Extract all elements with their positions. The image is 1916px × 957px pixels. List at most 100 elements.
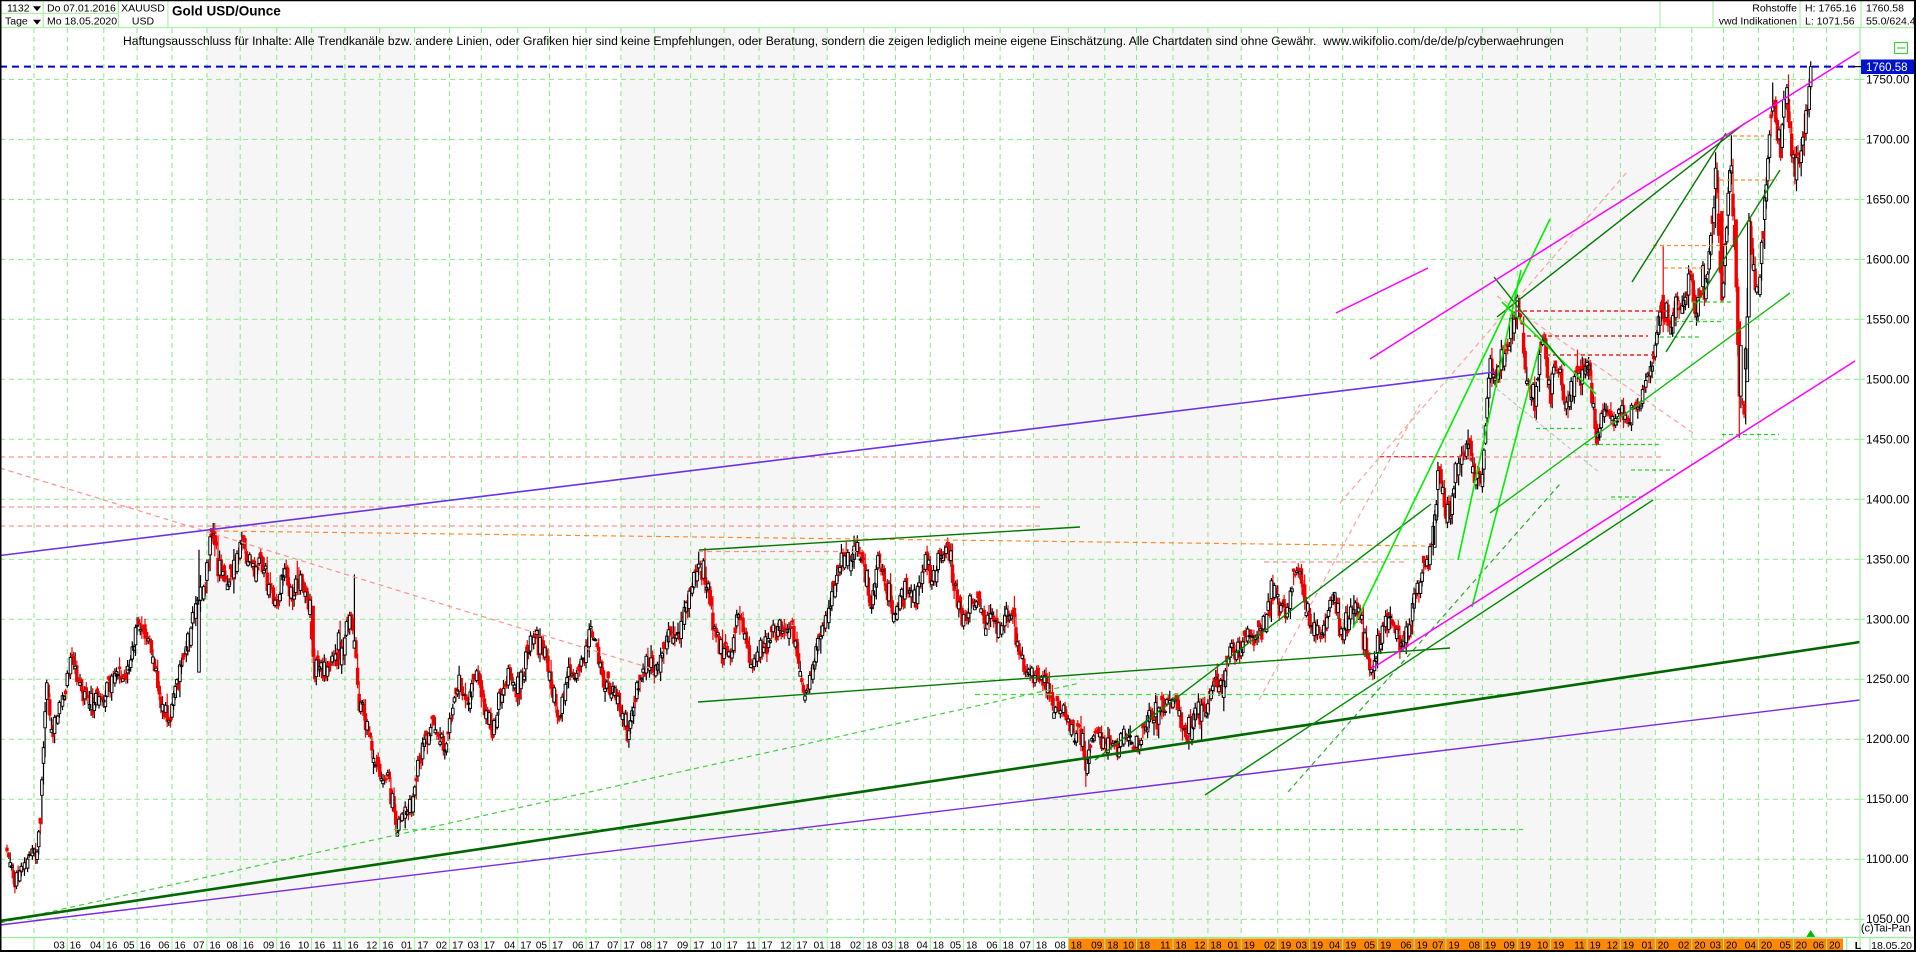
svg-text:07: 07 — [1020, 941, 1032, 952]
svg-text:L: L — [1855, 940, 1862, 952]
svg-text:08: 08 — [227, 941, 239, 952]
svg-text:09: 09 — [263, 941, 275, 952]
svg-text:1760.58: 1760.58 — [1866, 2, 1904, 14]
svg-text:1050.00: 1050.00 — [1866, 912, 1910, 926]
svg-text:1650.00: 1650.00 — [1866, 192, 1910, 206]
svg-text:03: 03 — [1710, 941, 1722, 952]
svg-text:H: 1765.16: H: 1765.16 — [1805, 2, 1857, 14]
svg-text:18.05.20: 18.05.20 — [1871, 940, 1912, 952]
svg-text:18: 18 — [1139, 941, 1151, 952]
svg-text:19: 19 — [1623, 941, 1635, 952]
svg-text:05: 05 — [1780, 941, 1792, 952]
svg-text:03: 03 — [1296, 941, 1308, 952]
svg-text:17: 17 — [796, 941, 808, 952]
svg-text:07: 07 — [1432, 941, 1444, 952]
svg-text:20: 20 — [1796, 941, 1808, 952]
svg-text:L: 1071.56: L: 1071.56 — [1805, 15, 1855, 27]
svg-text:19: 19 — [1485, 941, 1497, 952]
svg-text:19: 19 — [1380, 941, 1392, 952]
svg-text:19: 19 — [1520, 941, 1532, 952]
svg-text:17: 17 — [552, 941, 564, 952]
svg-text:20: 20 — [1761, 941, 1773, 952]
svg-text:04: 04 — [1329, 941, 1341, 952]
svg-text:17: 17 — [657, 941, 669, 952]
svg-text:18: 18 — [933, 941, 945, 952]
svg-text:19: 19 — [1345, 941, 1357, 952]
svg-text:1760.58: 1760.58 — [1866, 62, 1908, 74]
svg-text:03: 03 — [468, 941, 480, 952]
svg-text:10: 10 — [1537, 941, 1549, 952]
svg-text:02: 02 — [436, 941, 448, 952]
svg-text:10: 10 — [1123, 941, 1135, 952]
svg-text:Mo 18.05.2020: Mo 18.05.2020 — [47, 15, 117, 27]
svg-text:04: 04 — [1745, 941, 1757, 952]
svg-text:16: 16 — [243, 941, 255, 952]
svg-text:1500.00: 1500.00 — [1866, 372, 1910, 386]
svg-text:19: 19 — [1553, 941, 1565, 952]
svg-text:11: 11 — [332, 941, 343, 952]
svg-text:20: 20 — [1694, 941, 1706, 952]
svg-text:16: 16 — [279, 941, 291, 952]
svg-text:06: 06 — [158, 941, 170, 952]
svg-text:16: 16 — [209, 941, 221, 952]
svg-text:05: 05 — [123, 941, 135, 952]
svg-text:16: 16 — [140, 941, 152, 952]
svg-text:1750.00: 1750.00 — [1866, 72, 1910, 86]
svg-text:07: 07 — [193, 941, 205, 952]
svg-text:18: 18 — [1036, 941, 1048, 952]
svg-text:16: 16 — [175, 941, 187, 952]
svg-text:06: 06 — [1400, 941, 1412, 952]
svg-text:18: 18 — [1071, 941, 1083, 952]
svg-text:11: 11 — [1574, 941, 1585, 952]
svg-text:05: 05 — [1364, 941, 1376, 952]
svg-text:19: 19 — [1280, 941, 1292, 952]
svg-text:USD: USD — [132, 15, 155, 27]
svg-text:18: 18 — [966, 941, 978, 952]
svg-text:06: 06 — [986, 941, 998, 952]
svg-text:17: 17 — [762, 941, 774, 952]
svg-text:09: 09 — [1504, 941, 1516, 952]
svg-text:01: 01 — [1642, 941, 1654, 952]
svg-text:03: 03 — [882, 941, 894, 952]
svg-text:10: 10 — [298, 941, 310, 952]
svg-text:1600.00: 1600.00 — [1866, 252, 1910, 266]
svg-text:18: 18 — [1176, 941, 1188, 952]
svg-text:04: 04 — [504, 941, 516, 952]
svg-text:12: 12 — [780, 941, 792, 952]
svg-text:11: 11 — [1160, 941, 1171, 952]
svg-text:19: 19 — [1312, 941, 1324, 952]
svg-text:02: 02 — [1264, 941, 1276, 952]
svg-text:04: 04 — [90, 941, 102, 952]
svg-text:08: 08 — [641, 941, 653, 952]
svg-text:12: 12 — [1607, 941, 1619, 952]
svg-text:Haftungsausschluss für Inhalte: Haftungsausschluss für Inhalte: Alle Tre… — [123, 34, 1564, 48]
svg-text:19: 19 — [1244, 941, 1256, 952]
svg-text:10: 10 — [710, 941, 722, 952]
svg-text:17: 17 — [693, 941, 705, 952]
svg-text:19: 19 — [1448, 941, 1460, 952]
svg-text:20: 20 — [1829, 941, 1841, 952]
svg-text:09: 09 — [1091, 941, 1103, 952]
svg-text:17: 17 — [623, 941, 635, 952]
svg-text:16: 16 — [382, 941, 394, 952]
svg-text:55.0/624.4: 55.0/624.4 — [1866, 15, 1916, 27]
svg-text:1700.00: 1700.00 — [1866, 132, 1910, 146]
svg-text:09: 09 — [677, 941, 689, 952]
svg-text:18: 18 — [1003, 941, 1015, 952]
svg-text:12: 12 — [366, 941, 378, 952]
svg-text:18: 18 — [1107, 941, 1119, 952]
svg-text:08: 08 — [1055, 941, 1067, 952]
svg-text:02: 02 — [850, 941, 862, 952]
svg-text:17: 17 — [520, 941, 532, 952]
svg-text:1150.00: 1150.00 — [1866, 792, 1909, 806]
svg-text:1550.00: 1550.00 — [1866, 312, 1910, 326]
svg-text:19: 19 — [1417, 941, 1429, 952]
svg-text:02: 02 — [1678, 941, 1690, 952]
svg-text:05: 05 — [536, 941, 548, 952]
svg-text:07: 07 — [607, 941, 619, 952]
svg-text:18: 18 — [830, 941, 842, 952]
svg-text:1350.00: 1350.00 — [1866, 552, 1910, 566]
svg-text:Gold USD/Ounce: Gold USD/Ounce — [172, 4, 281, 19]
svg-text:20: 20 — [1658, 941, 1670, 952]
svg-text:01: 01 — [401, 941, 413, 952]
